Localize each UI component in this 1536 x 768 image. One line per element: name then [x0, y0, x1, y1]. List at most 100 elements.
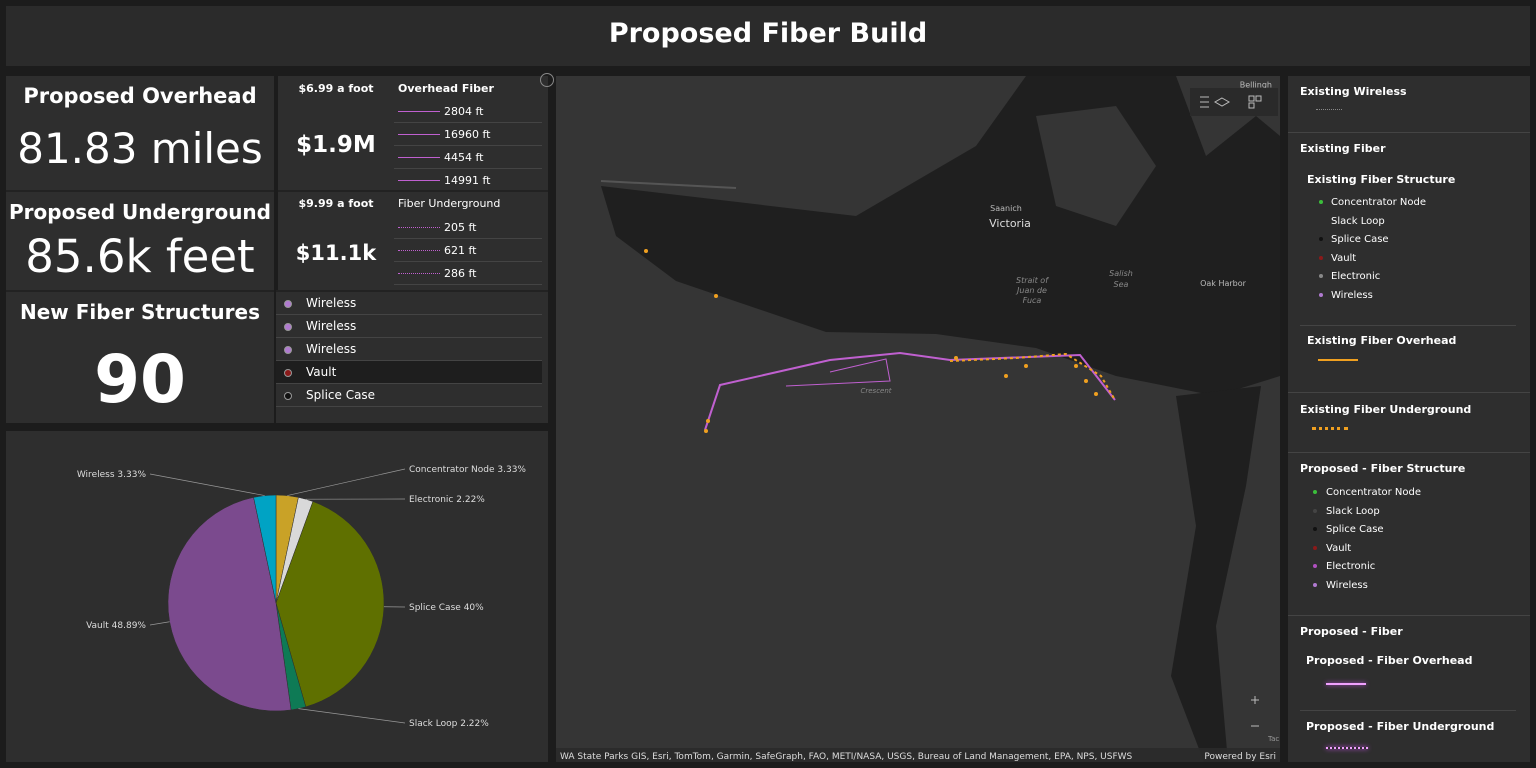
legend-symbol	[1326, 747, 1368, 749]
list-row[interactable]: 286 ft	[394, 262, 542, 285]
legend-dot	[1313, 583, 1317, 587]
legend-dot	[1313, 527, 1317, 532]
pie-chart: Concentrator Node 3.33%Electronic 2.22%S…	[77, 465, 527, 729]
list-row[interactable]: 2804 ft	[394, 100, 542, 123]
map-label: Crescent	[860, 387, 891, 395]
map-label: Oak Harbor	[1200, 279, 1247, 288]
zoom-controls[interactable]	[1251, 696, 1259, 727]
list-item: 16960 ft	[444, 128, 491, 141]
legend-item: Vault	[1326, 542, 1352, 554]
list-icon	[284, 369, 292, 377]
cost: $1.9M	[296, 132, 376, 158]
pie-slice[interactable]	[275, 501, 385, 708]
structures-points	[644, 249, 1098, 433]
water	[1171, 386, 1261, 762]
overhead-indicator: Proposed Overhead 81.83 miles	[6, 76, 274, 190]
list-row[interactable]: 205 ft	[394, 216, 542, 239]
map-label: Saanich	[990, 204, 1022, 213]
separator	[1300, 710, 1516, 711]
value-label: 2.22%	[460, 719, 489, 729]
overhead-list: Overhead Fiber 2804 ft 16960 ft 4454 ft 149…	[394, 76, 548, 190]
map-canvas: Bellingh Saanich Victoria Strait of Juan…	[556, 76, 1280, 762]
list-row[interactable]: 4454 ft	[394, 146, 542, 169]
category: Concentrator Node	[409, 465, 495, 475]
list-row[interactable]: 16960 ft	[394, 123, 542, 146]
indicator-value: 81.83 miles	[17, 124, 263, 173]
category: Slack Loop	[409, 719, 458, 729]
legend-item: Wireless	[1331, 290, 1373, 301]
map-label: Sea	[1114, 280, 1129, 289]
list-item: 205 ft	[444, 221, 477, 234]
map: Bellingh Saanich Victoria Strait of Juan…	[556, 76, 1280, 762]
legend-heading: Proposed - Fiber Structure	[1300, 462, 1466, 475]
map-label: Juan de	[1015, 286, 1047, 295]
legend-symbol	[1318, 359, 1358, 361]
list-item: Wireless	[306, 296, 357, 310]
list-item: Wireless	[306, 319, 357, 333]
list-row[interactable]: Splice Case	[276, 384, 542, 407]
pie-label: Wireless 3.33%	[77, 470, 147, 480]
list-icon	[284, 323, 292, 331]
overhead-cost: $6.99 a foot $1.9M	[278, 76, 394, 190]
list-icon	[284, 300, 292, 308]
line-symbol	[398, 111, 440, 112]
legend-heading: Existing Wireless	[1300, 85, 1407, 98]
underground-indicator: Proposed Underground 85.6k feet	[6, 190, 274, 290]
list-row[interactable]: 14991 ft	[394, 169, 542, 190]
list-row[interactable]: Wireless	[276, 292, 542, 315]
powered-by[interactable]: Powered by Esri	[1204, 752, 1276, 762]
leader-line	[298, 708, 406, 724]
fiber-route	[704, 351, 1116, 431]
line-symbol	[398, 157, 440, 158]
legend-item: Splice Case	[1326, 524, 1384, 536]
value-label: 2.22%	[456, 495, 485, 505]
list-row[interactable]: Vault	[276, 361, 542, 384]
legend-dot	[1313, 545, 1317, 550]
category: Splice Case	[409, 603, 461, 613]
legend-subheading: Existing Fiber Structure	[1307, 173, 1456, 186]
leader-line	[287, 468, 406, 496]
pie-panel: Concentrator Node 3.33% Electronic 2.22% S…	[6, 431, 548, 762]
structures-indicator: New Fiber Structures 90	[6, 290, 274, 423]
pie-slice[interactable]	[167, 497, 292, 712]
island	[1036, 106, 1156, 226]
legend-symbol	[1312, 427, 1348, 430]
expand-button[interactable]	[540, 73, 554, 87]
list-item: 621 ft	[444, 244, 477, 257]
legend-item: Slack Loop	[1326, 505, 1380, 517]
indicator-title: Proposed Overhead	[23, 84, 257, 108]
underground-cost: $9.99 a foot $11.1k	[278, 190, 394, 290]
boundary	[600, 180, 737, 189]
legend-dot	[1319, 237, 1323, 242]
list-icon	[284, 392, 292, 400]
leader-line	[149, 473, 265, 496]
legend: Existing Wireless Existing Fiber Existin…	[1288, 76, 1530, 762]
separator	[1300, 325, 1516, 326]
title: Proposed Fiber Build	[608, 18, 928, 49]
legend-subheading: Proposed - Fiber Overhead	[1306, 654, 1473, 667]
legend-subheading: Existing Fiber Overhead	[1307, 334, 1457, 347]
indicator-title: New Fiber Structures	[19, 300, 261, 324]
indicator-value: 90	[94, 341, 186, 418]
pie-label: Vault 48.89%	[86, 621, 146, 631]
list-icon	[284, 346, 292, 354]
list-item: Splice Case	[306, 388, 376, 402]
legend-dot	[1319, 200, 1323, 204]
list-row[interactable]: Wireless	[276, 338, 542, 361]
list-item: Vault	[306, 365, 337, 379]
list-row[interactable]: Wireless	[276, 315, 542, 338]
indicator-value: 85.6k feet	[25, 230, 255, 283]
value-label: 48.89%	[112, 621, 147, 631]
pie-label: Concentrator Node 3.33%	[409, 465, 526, 475]
list-row[interactable]: 621 ft	[394, 239, 542, 262]
map-label: Strait of	[1016, 276, 1049, 285]
pie-label: Splice Case 40%	[409, 603, 484, 613]
separator	[1288, 132, 1530, 133]
value-label: 3.33%	[497, 465, 526, 475]
list-title: Overhead Fiber	[398, 82, 494, 95]
legend-item: Vault	[1331, 252, 1357, 264]
legend-dot	[1313, 490, 1317, 494]
line-symbol	[398, 273, 440, 274]
map-label: Salish	[1109, 269, 1133, 278]
